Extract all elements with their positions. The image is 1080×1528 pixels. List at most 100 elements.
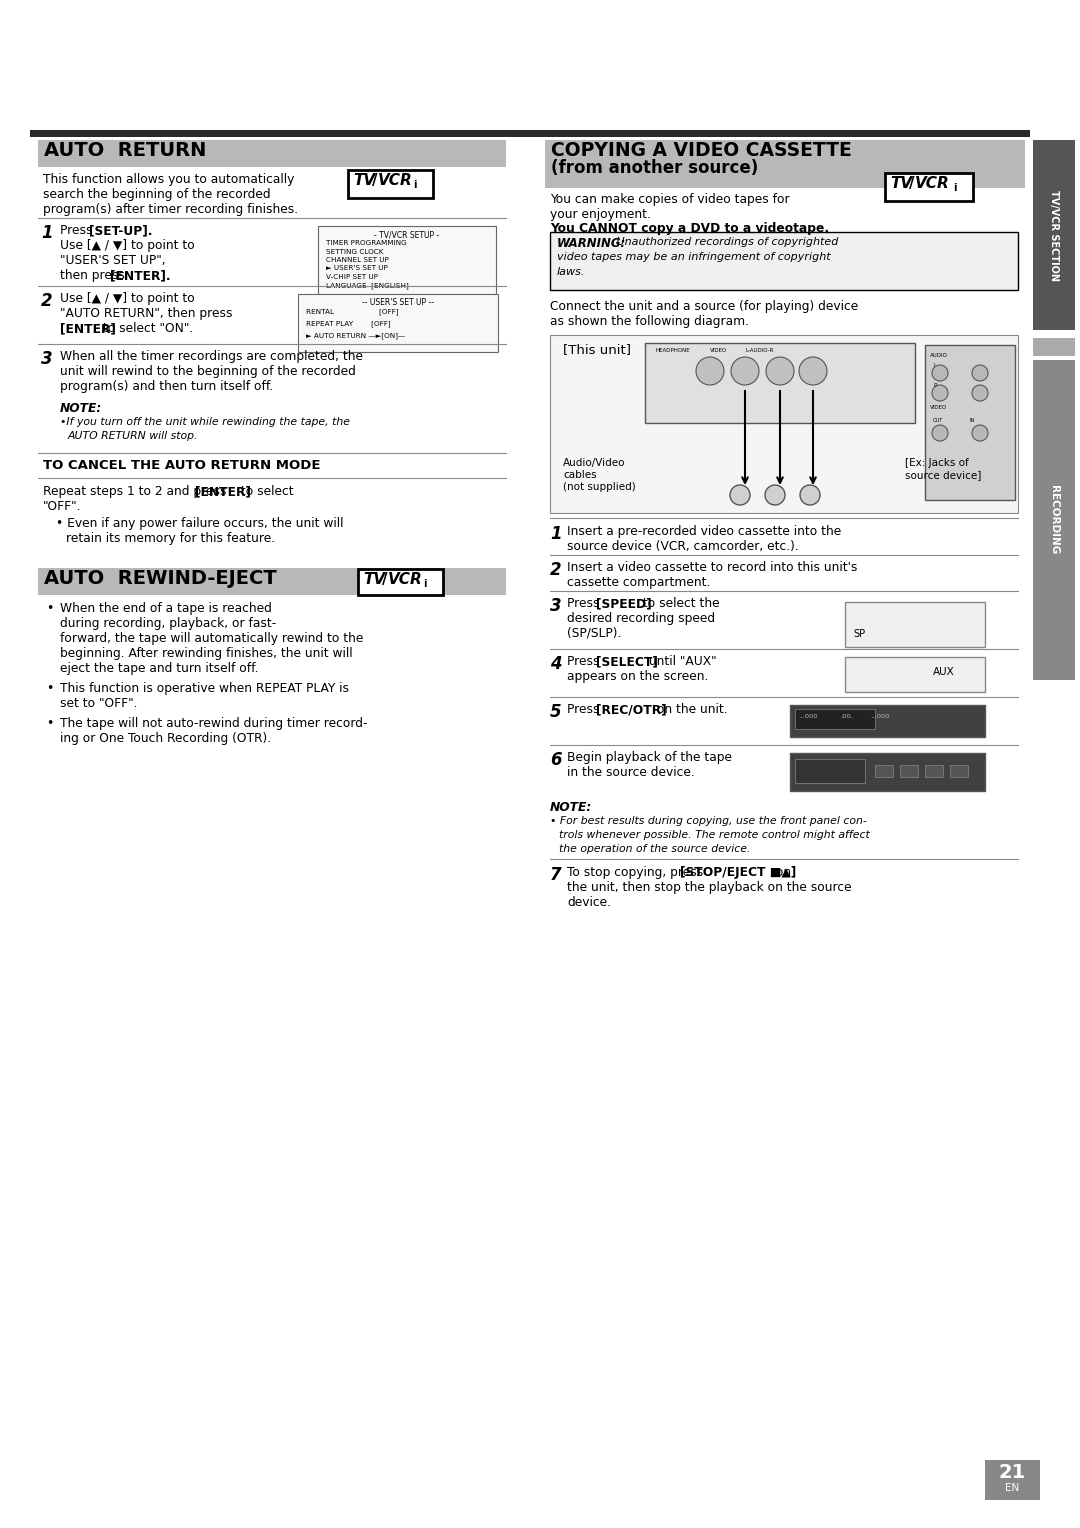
Text: 3: 3 bbox=[550, 597, 562, 614]
Text: [ENTER]: [ENTER] bbox=[60, 322, 116, 335]
Text: VIDEO: VIDEO bbox=[930, 405, 947, 410]
Text: 5: 5 bbox=[550, 703, 562, 721]
Text: AUX: AUX bbox=[933, 668, 955, 677]
Text: forward, the tape will automatically rewind to the: forward, the tape will automatically rew… bbox=[60, 633, 363, 645]
Bar bbox=[348, 170, 433, 199]
Text: 2: 2 bbox=[550, 561, 562, 579]
Bar bbox=[789, 753, 985, 792]
Text: Use [▲ / ▼] to point to: Use [▲ / ▼] to point to bbox=[60, 292, 194, 306]
Text: NOTE:: NOTE: bbox=[60, 402, 103, 416]
Text: 4: 4 bbox=[550, 656, 562, 672]
Text: TO CANCEL THE AUTO RETURN MODE: TO CANCEL THE AUTO RETURN MODE bbox=[43, 458, 321, 472]
Text: Use [▲ / ▼] to point to: Use [▲ / ▼] to point to bbox=[60, 238, 194, 252]
Text: trols whenever possible. The remote control might affect: trols whenever possible. The remote cont… bbox=[559, 830, 869, 840]
Text: 21: 21 bbox=[998, 1462, 1026, 1482]
Text: OUT: OUT bbox=[933, 419, 943, 423]
Text: set to "OFF".: set to "OFF". bbox=[60, 697, 137, 711]
Text: VCR: VCR bbox=[388, 571, 422, 587]
Bar bbox=[795, 759, 865, 782]
Text: "OFF".: "OFF". bbox=[43, 500, 81, 513]
Text: ...ooo: ...ooo bbox=[798, 714, 818, 720]
Text: source device (VCR, camcorder, etc.).: source device (VCR, camcorder, etc.). bbox=[567, 539, 799, 553]
Text: When all the timer recordings are completed, the: When all the timer recordings are comple… bbox=[60, 350, 363, 364]
Text: program(s) and then turn itself off.: program(s) and then turn itself off. bbox=[60, 380, 273, 393]
Text: (SP/SLP).: (SP/SLP). bbox=[567, 626, 621, 640]
Text: cables: cables bbox=[563, 471, 596, 480]
Circle shape bbox=[731, 358, 759, 385]
Text: [ENTER].: [ENTER]. bbox=[110, 269, 171, 283]
Circle shape bbox=[972, 365, 988, 380]
Text: - TV/VCR SETUP -: - TV/VCR SETUP - bbox=[375, 231, 440, 238]
Text: i: i bbox=[413, 180, 417, 189]
Text: /: / bbox=[909, 176, 915, 191]
Text: WARNING:: WARNING: bbox=[557, 237, 626, 251]
Bar bbox=[950, 766, 968, 778]
Text: RENTAL                    [OFF]: RENTAL [OFF] bbox=[306, 309, 399, 315]
Bar bbox=[550, 335, 1018, 513]
Text: TV/VCR SECTION: TV/VCR SECTION bbox=[1049, 189, 1059, 281]
Circle shape bbox=[766, 358, 794, 385]
Text: RECORDING: RECORDING bbox=[1049, 486, 1059, 555]
Text: 7: 7 bbox=[550, 866, 562, 885]
Text: AUTO  REWIND-EJECT: AUTO REWIND-EJECT bbox=[44, 568, 276, 588]
Text: The tape will not auto-rewind during timer record-: The tape will not auto-rewind during tim… bbox=[60, 717, 367, 730]
Text: your enjoyment.: your enjoyment. bbox=[550, 208, 651, 222]
Text: This function is operative when REPEAT PLAY is: This function is operative when REPEAT P… bbox=[60, 681, 349, 695]
Text: Insert a pre-recorded video cassette into the: Insert a pre-recorded video cassette int… bbox=[567, 526, 841, 538]
Text: Unauthorized recordings of copyrighted: Unauthorized recordings of copyrighted bbox=[613, 237, 838, 248]
Text: TV: TV bbox=[353, 173, 375, 188]
Text: •: • bbox=[46, 602, 53, 614]
Text: •: • bbox=[46, 717, 53, 730]
Text: This function allows you to automatically: This function allows you to automaticall… bbox=[43, 173, 295, 186]
Text: ...ooo: ...ooo bbox=[870, 714, 890, 720]
Text: Audio/Video: Audio/Video bbox=[563, 458, 625, 468]
Circle shape bbox=[730, 484, 750, 504]
Text: [SET-UP].: [SET-UP]. bbox=[89, 225, 152, 237]
Text: TV: TV bbox=[890, 176, 913, 191]
Text: /: / bbox=[382, 571, 388, 587]
Text: to select: to select bbox=[237, 484, 294, 498]
Text: VIDEO: VIDEO bbox=[710, 348, 727, 353]
Text: AUTO  RETURN: AUTO RETURN bbox=[44, 141, 206, 160]
Text: TV: TV bbox=[363, 571, 386, 587]
Text: Repeat steps 1 to 2 and press: Repeat steps 1 to 2 and press bbox=[43, 484, 230, 498]
Text: cassette compartment.: cassette compartment. bbox=[567, 576, 711, 588]
Text: [STOP/EJECT ■▲]: [STOP/EJECT ■▲] bbox=[680, 866, 796, 879]
Bar bbox=[924, 766, 943, 778]
Text: You can make copies of video tapes for: You can make copies of video tapes for bbox=[550, 193, 789, 206]
Text: then press: then press bbox=[60, 269, 129, 283]
Text: retain its memory for this feature.: retain its memory for this feature. bbox=[66, 532, 275, 545]
Text: Press: Press bbox=[60, 225, 96, 237]
Text: TIMER PROGRAMMING: TIMER PROGRAMMING bbox=[326, 240, 407, 246]
Circle shape bbox=[972, 385, 988, 400]
Text: beginning. After rewinding finishes, the unit will: beginning. After rewinding finishes, the… bbox=[60, 646, 353, 660]
Text: search the beginning of the recorded: search the beginning of the recorded bbox=[43, 188, 271, 202]
Text: to select "ON".: to select "ON". bbox=[99, 322, 193, 335]
Circle shape bbox=[932, 365, 948, 380]
Text: in the source device.: in the source device. bbox=[567, 766, 694, 779]
Text: unit will rewind to the beginning of the recorded: unit will rewind to the beginning of the… bbox=[60, 365, 356, 377]
Text: •If you turn off the unit while rewinding the tape, the: •If you turn off the unit while rewindin… bbox=[60, 417, 350, 426]
Text: You CANNOT copy a DVD to a videotape.: You CANNOT copy a DVD to a videotape. bbox=[550, 222, 829, 235]
Text: ► AUTO RETURN —►[ON]—: ► AUTO RETURN —►[ON]— bbox=[306, 332, 405, 339]
Text: .oo.: .oo. bbox=[840, 714, 853, 720]
Text: device.: device. bbox=[567, 895, 611, 909]
Bar bbox=[545, 141, 1025, 188]
Bar bbox=[298, 293, 498, 351]
Bar bbox=[318, 226, 496, 293]
Bar bbox=[845, 602, 985, 646]
Text: source device]: source device] bbox=[905, 471, 982, 480]
Bar bbox=[875, 766, 893, 778]
Text: COPYING A VIDEO CASSETTE: COPYING A VIDEO CASSETTE bbox=[551, 141, 852, 160]
Text: /: / bbox=[372, 173, 378, 188]
Circle shape bbox=[696, 358, 724, 385]
Bar bbox=[38, 568, 507, 594]
Text: during recording, playback, or fast-: during recording, playback, or fast- bbox=[60, 617, 276, 630]
Text: SETTING CLOCK: SETTING CLOCK bbox=[326, 249, 383, 255]
Text: -- USER'S SET UP --: -- USER'S SET UP -- bbox=[362, 298, 434, 307]
Text: Press: Press bbox=[567, 703, 604, 717]
Text: VCR: VCR bbox=[378, 173, 413, 188]
Text: 6: 6 bbox=[550, 750, 562, 769]
Text: "USER'S SET UP",: "USER'S SET UP", bbox=[60, 254, 165, 267]
Text: AUDIO: AUDIO bbox=[930, 353, 948, 358]
